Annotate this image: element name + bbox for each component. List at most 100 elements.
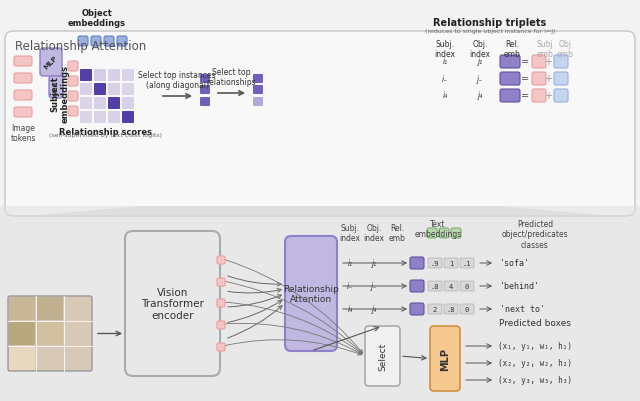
Text: .8: .8	[431, 283, 439, 289]
FancyBboxPatch shape	[217, 343, 225, 351]
FancyBboxPatch shape	[554, 73, 568, 86]
Text: Subject
embeddings: Subject embeddings	[51, 65, 70, 123]
Text: j₄: j₄	[371, 305, 376, 314]
FancyBboxPatch shape	[80, 98, 92, 110]
Text: +: +	[544, 57, 552, 67]
Text: =: =	[521, 91, 529, 101]
Text: Select: Select	[378, 342, 387, 370]
FancyBboxPatch shape	[9, 347, 35, 370]
FancyBboxPatch shape	[94, 112, 106, 124]
Text: j₄: j₄	[477, 91, 483, 100]
FancyBboxPatch shape	[460, 258, 474, 268]
Text: j₁: j₁	[371, 259, 376, 268]
Text: Vision
Transformer
encoder: Vision Transformer encoder	[141, 287, 204, 320]
Text: 0: 0	[465, 306, 469, 312]
Text: i₁: i₁	[442, 57, 447, 66]
FancyBboxPatch shape	[500, 73, 520, 86]
Text: 4: 4	[449, 283, 453, 289]
Text: (self-supervised by text class logits): (self-supervised by text class logits)	[49, 133, 161, 138]
FancyBboxPatch shape	[253, 98, 263, 107]
FancyBboxPatch shape	[37, 297, 63, 320]
FancyBboxPatch shape	[14, 74, 32, 84]
Text: Image
tokens: Image tokens	[11, 124, 36, 143]
FancyBboxPatch shape	[444, 281, 458, 291]
FancyBboxPatch shape	[217, 321, 225, 329]
FancyBboxPatch shape	[91, 37, 101, 47]
Text: Obj
emb: Obj emb	[557, 40, 573, 59]
Text: MLP: MLP	[43, 55, 59, 71]
FancyBboxPatch shape	[104, 37, 114, 47]
Text: +: +	[544, 91, 552, 101]
FancyBboxPatch shape	[253, 75, 263, 84]
FancyBboxPatch shape	[451, 229, 461, 239]
Text: (x₁, y₁, w₁, h₁): (x₁, y₁, w₁, h₁)	[498, 342, 572, 350]
Text: Obj.
index: Obj. index	[364, 223, 385, 243]
FancyBboxPatch shape	[428, 304, 442, 314]
FancyBboxPatch shape	[122, 112, 134, 124]
FancyBboxPatch shape	[460, 281, 474, 291]
Text: Text
embeddings: Text embeddings	[414, 219, 461, 239]
Text: =: =	[521, 74, 529, 84]
FancyBboxPatch shape	[80, 84, 92, 96]
FancyBboxPatch shape	[80, 70, 92, 82]
FancyBboxPatch shape	[14, 108, 32, 118]
FancyBboxPatch shape	[117, 37, 127, 47]
Text: (x₂, y₂, w₂, h₂): (x₂, y₂, w₂, h₂)	[498, 358, 572, 368]
FancyBboxPatch shape	[253, 86, 263, 95]
Text: (x₃, y₃, w₃, h₃): (x₃, y₃, w₃, h₃)	[498, 376, 572, 385]
Text: Select top instances
(along diagonal): Select top instances (along diagonal)	[138, 71, 216, 90]
FancyBboxPatch shape	[439, 229, 449, 239]
FancyBboxPatch shape	[94, 84, 106, 96]
FancyBboxPatch shape	[428, 281, 442, 291]
FancyBboxPatch shape	[68, 92, 78, 102]
Text: Predicted boxes: Predicted boxes	[499, 319, 571, 328]
FancyBboxPatch shape	[122, 70, 134, 82]
Text: Relationship
Attention: Relationship Attention	[283, 284, 339, 304]
FancyBboxPatch shape	[410, 303, 424, 315]
FancyBboxPatch shape	[217, 278, 225, 286]
Text: 1: 1	[449, 260, 453, 266]
Text: Object
embeddings: Object embeddings	[68, 8, 126, 28]
Text: i₋: i₋	[347, 282, 353, 291]
FancyBboxPatch shape	[14, 57, 32, 67]
FancyBboxPatch shape	[217, 299, 225, 307]
FancyBboxPatch shape	[78, 37, 88, 47]
FancyBboxPatch shape	[200, 86, 210, 95]
Text: Subj.
index: Subj. index	[339, 223, 360, 243]
FancyBboxPatch shape	[217, 256, 225, 264]
Text: .1: .1	[463, 260, 471, 266]
Text: MLP: MLP	[54, 80, 58, 95]
FancyBboxPatch shape	[40, 49, 62, 77]
Text: Obj.
index: Obj. index	[470, 40, 490, 59]
FancyBboxPatch shape	[200, 98, 210, 107]
Text: MLP: MLP	[440, 347, 450, 370]
FancyBboxPatch shape	[80, 112, 92, 124]
FancyBboxPatch shape	[5, 32, 635, 217]
FancyBboxPatch shape	[532, 73, 546, 86]
Bar	[0, 207, 640, 401]
FancyBboxPatch shape	[410, 280, 424, 292]
Text: 'next to': 'next to'	[500, 305, 545, 314]
Text: Predicted
object/predicates
classes: Predicted object/predicates classes	[502, 219, 568, 249]
Text: i₄: i₄	[348, 305, 353, 314]
FancyBboxPatch shape	[285, 237, 337, 351]
FancyBboxPatch shape	[427, 229, 437, 239]
Polygon shape	[30, 207, 610, 217]
Text: (reduces to single object instance for i=j): (reduces to single object instance for i…	[425, 29, 555, 34]
FancyBboxPatch shape	[428, 258, 442, 268]
FancyBboxPatch shape	[49, 77, 63, 99]
FancyBboxPatch shape	[8, 296, 92, 371]
Text: 0: 0	[465, 283, 469, 289]
FancyBboxPatch shape	[94, 98, 106, 110]
Text: Rel.
emb: Rel. emb	[504, 40, 520, 59]
FancyBboxPatch shape	[94, 70, 106, 82]
FancyBboxPatch shape	[200, 75, 210, 84]
Text: i₋: i₋	[442, 74, 448, 83]
Text: 'sofa': 'sofa'	[500, 259, 530, 268]
Text: i₁: i₁	[348, 259, 353, 268]
FancyBboxPatch shape	[68, 62, 78, 72]
FancyBboxPatch shape	[410, 257, 424, 269]
Text: .8: .8	[447, 306, 455, 312]
Text: Subj.
index: Subj. index	[435, 40, 456, 59]
Text: j₁: j₁	[477, 57, 483, 66]
